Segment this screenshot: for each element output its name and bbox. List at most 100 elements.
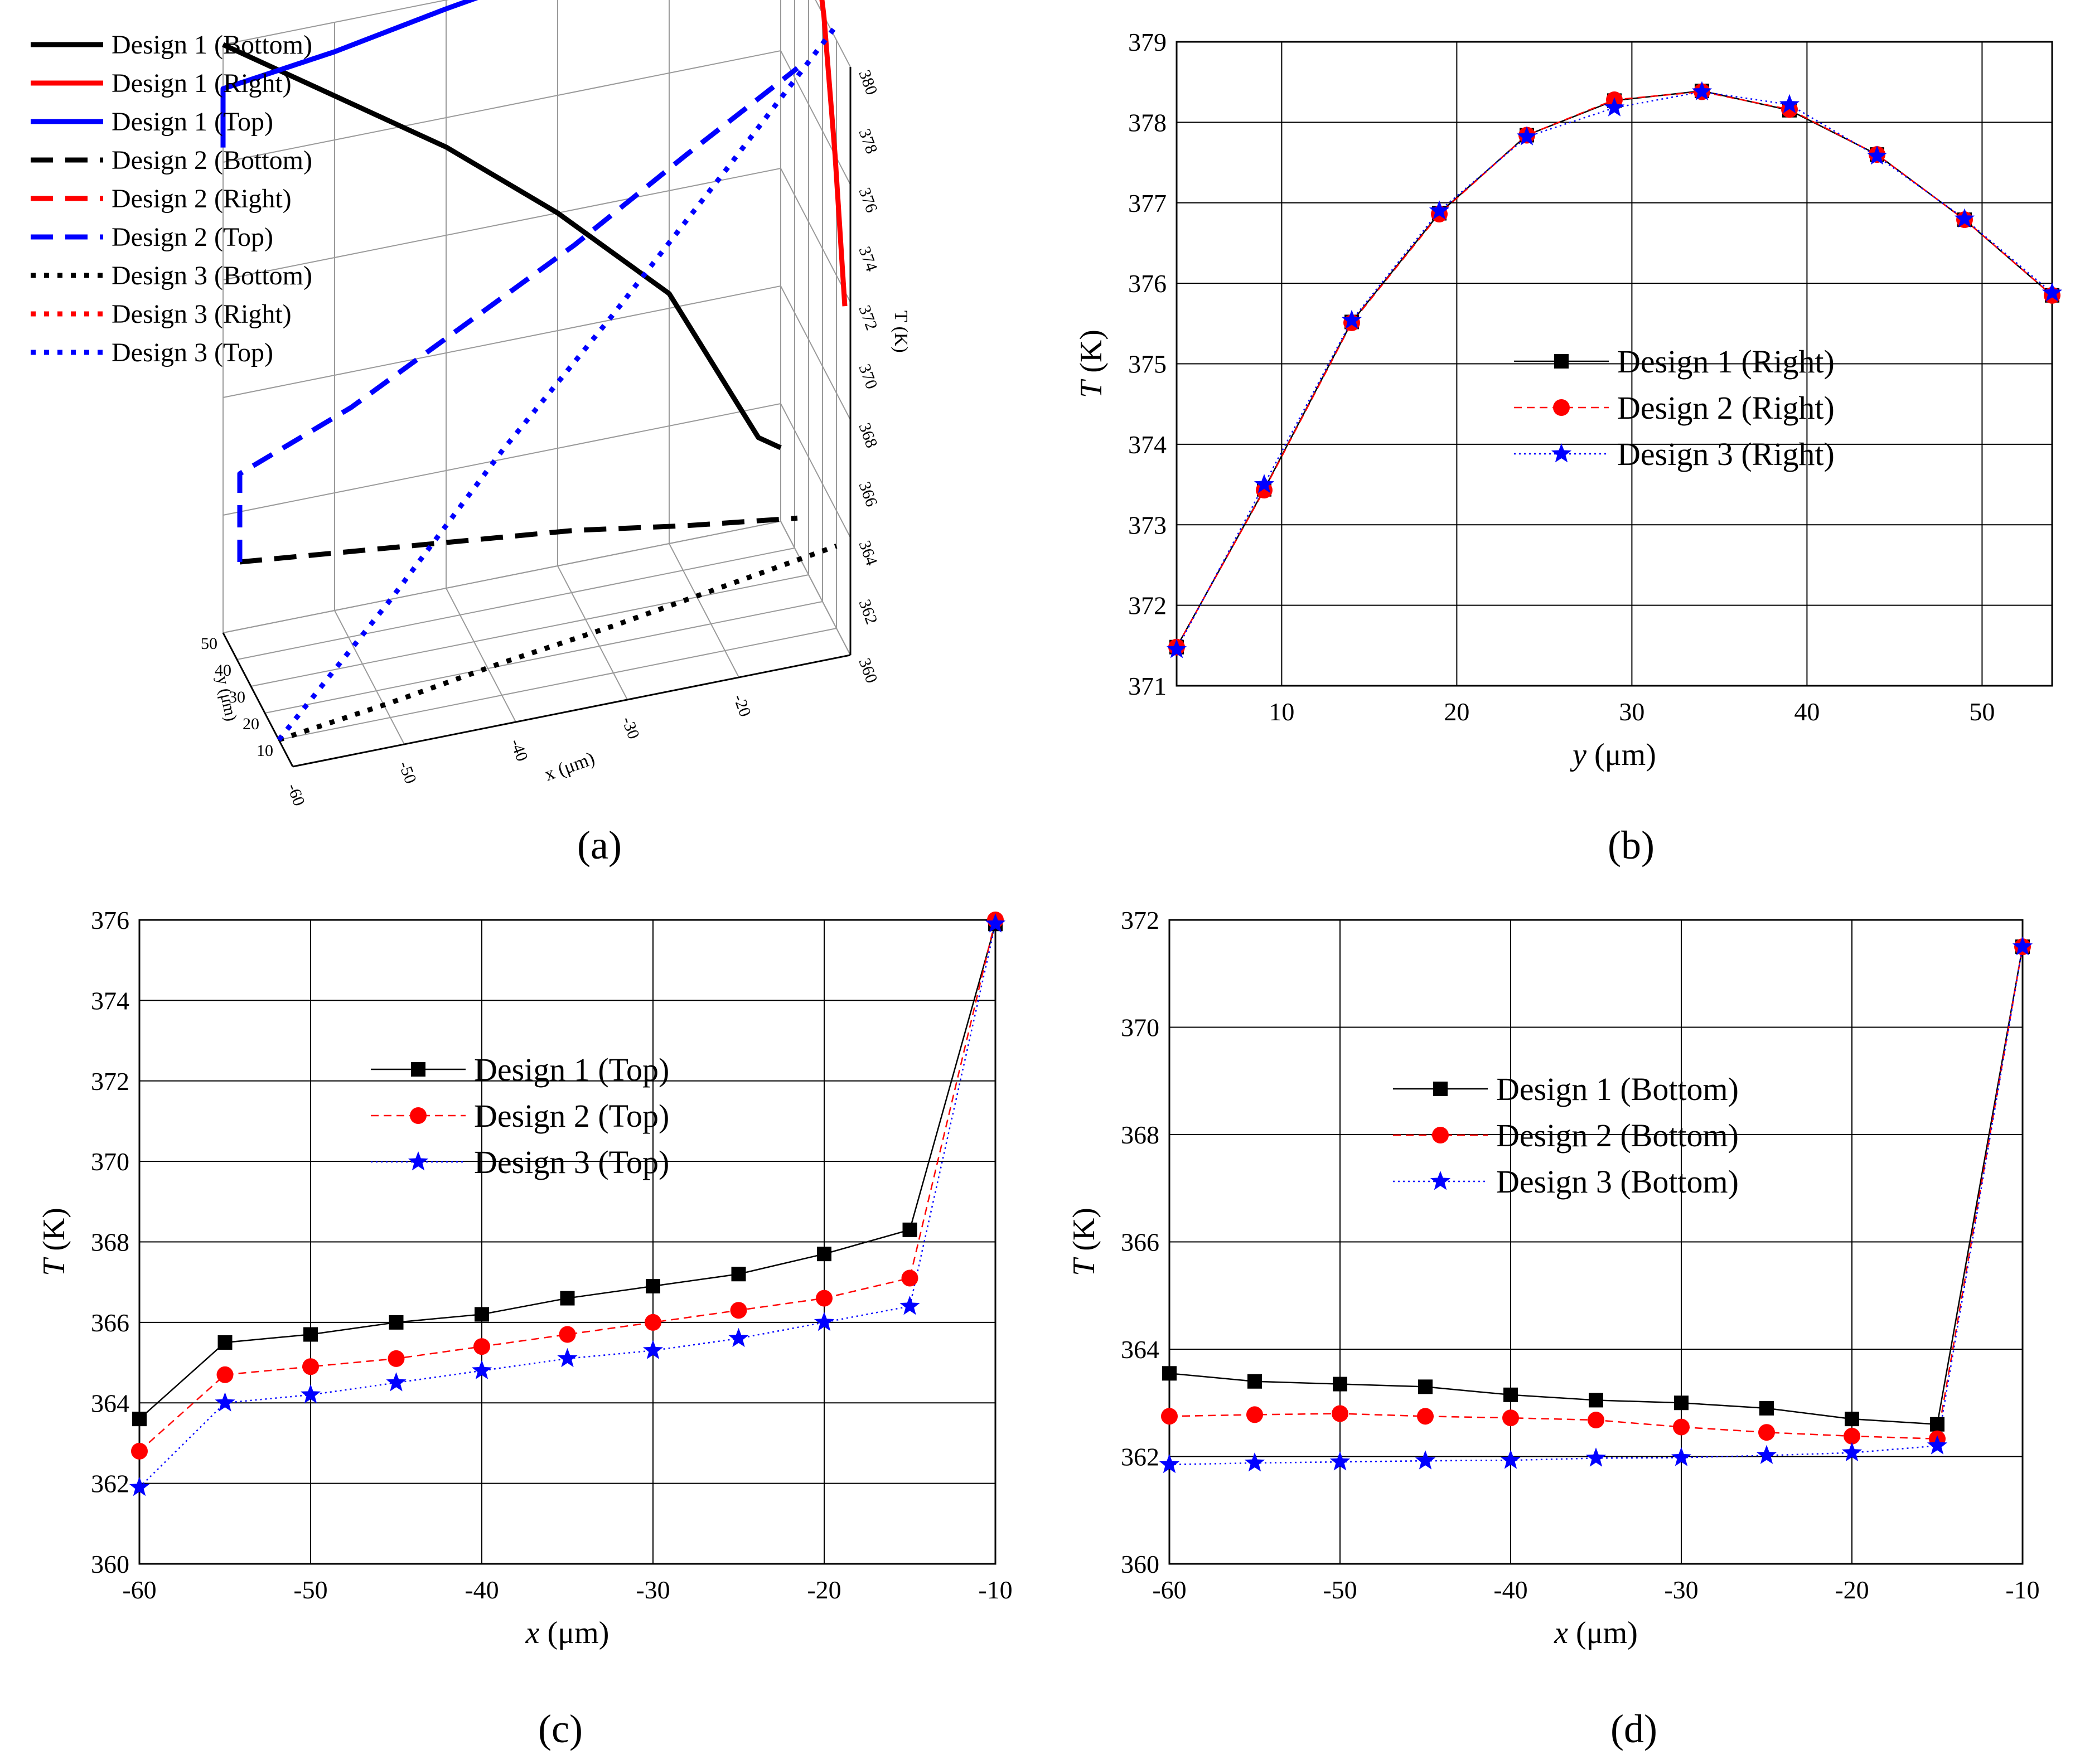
plot-frame xyxy=(1168,919,2024,1565)
panel-label-a: (a) xyxy=(577,823,622,868)
y-axis-label: T (K) xyxy=(1067,1208,1101,1276)
legend-entry: Design 1 (Bottom) xyxy=(1496,1071,1739,1107)
legend-entry: Design 2 (Top) xyxy=(112,222,273,252)
y-tick-label: 373 xyxy=(1128,511,1167,539)
legend-entry: Design 3 (Right) xyxy=(1617,436,1835,472)
y-tick-label: 370 xyxy=(91,1147,129,1176)
legend-marker xyxy=(411,1062,425,1077)
legend-entry: Design 2 (Top) xyxy=(474,1098,669,1134)
legend-marker xyxy=(1553,399,1570,416)
back-wall-grid-line xyxy=(222,168,781,280)
z-tick-label: 370 xyxy=(855,362,881,392)
data-point-design-3-right xyxy=(1954,208,1975,227)
y-tick-label: 370 xyxy=(1121,1014,1159,1042)
x-axis-label: y (μm) xyxy=(1570,738,1656,772)
z-tick-label: 366 xyxy=(855,479,881,510)
legend-marker xyxy=(1433,1082,1448,1096)
x-tick-label: -10 xyxy=(978,1576,1012,1604)
floor-grid-line xyxy=(264,601,823,714)
y-axis-label: T (K) xyxy=(37,1208,71,1276)
y-tick-label: 40 xyxy=(215,661,231,680)
z-tick-label: 378 xyxy=(855,127,881,157)
side-wall-grid-line xyxy=(780,403,851,538)
panel-d-chart: -60 -50 -40 -30 -20 -10 360 362 364 366 368 370 372 x… xyxy=(1067,906,2040,1650)
data-point-design-1-top xyxy=(132,1412,147,1427)
floor-grid-line xyxy=(236,547,795,660)
x-tick-label: -30 xyxy=(618,714,643,742)
y-tick-label: 368 xyxy=(91,1228,129,1257)
legend-entry: Design 3 (Bottom) xyxy=(112,261,312,290)
series-line-design-3-right xyxy=(1176,91,2053,650)
legend-marker xyxy=(1554,354,1569,369)
data-point-design-2-bottom xyxy=(1844,1427,1860,1445)
y-tick-label: 376 xyxy=(1128,269,1167,298)
data-point-design-1-bottom xyxy=(1759,1400,1774,1416)
z-tick-label: 364 xyxy=(855,538,881,568)
data-point-design-1-bottom xyxy=(1845,1412,1859,1427)
data-point-design-2-bottom xyxy=(1502,1409,1519,1427)
legend-entry: Design 2 (Right) xyxy=(1617,390,1835,426)
data-point-design-2-top xyxy=(559,1326,576,1343)
x-tick-label: -60 xyxy=(283,781,308,808)
y-tick-label: 50 xyxy=(201,634,217,653)
data-point-design-1-top xyxy=(817,1247,831,1262)
x-tick-label: -50 xyxy=(293,1576,327,1604)
data-point-design-2-top xyxy=(302,1358,319,1375)
y-tick-label: 360 xyxy=(91,1550,129,1578)
y-tick-label: 372 xyxy=(1128,592,1167,620)
data-point-design-2-bottom xyxy=(1588,1412,1604,1429)
data-point-design-3-right xyxy=(1429,200,1450,220)
x-tick-label: 10 xyxy=(1269,697,1294,726)
x-tick-label: -40 xyxy=(465,1576,499,1604)
data-point-design-3-right xyxy=(1779,94,1800,113)
data-point-design-2-top xyxy=(216,1366,234,1383)
y-tick-label: 371 xyxy=(1128,672,1167,700)
data-point-design-2-bottom xyxy=(1758,1424,1775,1441)
data-point-design-3-bottom xyxy=(1841,1442,1863,1462)
data-point-design-1-bottom xyxy=(1333,1377,1347,1392)
legend-marker xyxy=(408,1151,429,1171)
panel-c-chart: -60 -50 -40 -30 -20 -10 360 362 364 366 368 370 372 3… xyxy=(37,906,1013,1650)
panel-a-3d-chart: -60 -50 -40 -30 -20 10 20 30 40 50 360 362 364 366 368… xyxy=(31,0,911,808)
data-point-design-3-bottom xyxy=(1244,1452,1265,1472)
floor-grid-line xyxy=(446,588,516,723)
panel-b-chart: 10 20 30 40 50 371 372 373 374 375 376 377 378 379 y (… xyxy=(1074,28,2063,772)
x-tick-label: 40 xyxy=(1794,697,1820,726)
data-point-design-3-top xyxy=(642,1340,664,1359)
side-wall-grid-line xyxy=(780,168,851,303)
data-point-design-1-bottom xyxy=(1418,1379,1433,1394)
y-tick-label: 364 xyxy=(1121,1335,1159,1364)
y-tick-label: 372 xyxy=(1121,906,1159,934)
data-point-design-3-right xyxy=(1604,97,1625,117)
legend-entry: Design 3 (Bottom) xyxy=(1496,1164,1739,1200)
plot-frame xyxy=(1176,41,2053,687)
data-point-design-3-bottom xyxy=(1671,1447,1692,1466)
back-wall-grid-line xyxy=(222,403,781,516)
z-tick-label: 368 xyxy=(855,420,881,450)
x-tick-label: -10 xyxy=(2005,1576,2039,1604)
x-tick-label: -50 xyxy=(395,759,420,786)
data-point-design-1-top xyxy=(475,1307,489,1322)
series-line-design-2-right xyxy=(1176,91,2053,648)
data-point-design-3-bottom xyxy=(1415,1450,1436,1470)
legend-marker xyxy=(1432,1127,1449,1143)
x-tick-label: 30 xyxy=(1619,697,1644,726)
legend-marker xyxy=(1430,1171,1451,1190)
data-point-design-3-bottom xyxy=(1756,1445,1777,1464)
data-point-design-3-top xyxy=(300,1384,321,1404)
series-line-design-3-bottom xyxy=(1169,946,2024,1466)
x-tick-label: -40 xyxy=(506,736,531,764)
data-point-design-3-bottom xyxy=(1585,1447,1607,1467)
data-point-design-3-bottom xyxy=(1329,1451,1351,1471)
z-tick-label: 376 xyxy=(855,185,881,215)
legend-entry: Design 1 (Right) xyxy=(1617,343,1835,380)
x-axis-line xyxy=(292,654,851,768)
y-tick-label: 376 xyxy=(91,906,129,934)
data-point-design-3-bottom xyxy=(1159,1453,1180,1474)
data-point-design-1-top xyxy=(902,1222,917,1237)
data-point-design-2-top xyxy=(816,1290,833,1307)
y-tick-label: 368 xyxy=(1121,1121,1159,1149)
x-axis-label: x (μm) xyxy=(541,748,597,786)
x-tick-label: -50 xyxy=(1323,1576,1357,1604)
